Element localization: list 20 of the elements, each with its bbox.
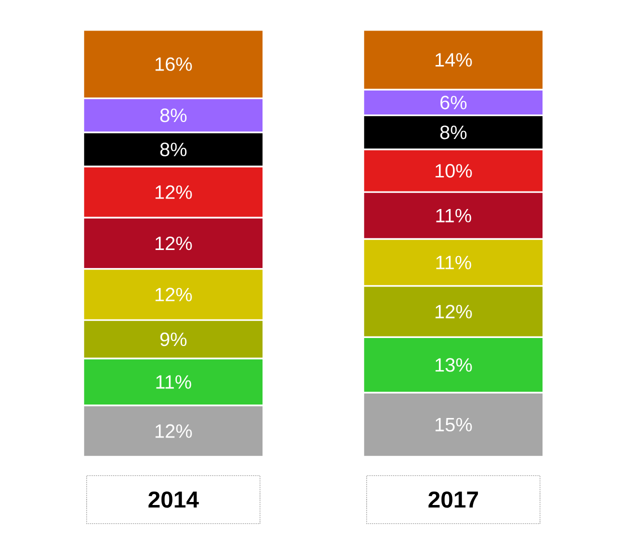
data-label: 16% xyxy=(156,57,192,71)
data-label: 12% xyxy=(156,236,192,250)
data-label: 11% xyxy=(436,256,472,270)
data-label: 14% xyxy=(436,53,472,67)
data-label: 15% xyxy=(436,418,472,432)
data-label: 11% xyxy=(156,375,192,389)
data-label: 11% xyxy=(436,208,472,222)
data-label: 8% xyxy=(160,142,187,156)
x-tick-label: 2017 xyxy=(428,491,478,508)
data-label: 10% xyxy=(436,164,472,178)
data-label: 6% xyxy=(440,96,467,110)
data-label: 8% xyxy=(160,108,187,122)
data-label: 8% xyxy=(440,126,467,140)
data-label: 12% xyxy=(156,288,192,302)
data-label: 12% xyxy=(436,304,472,318)
x-tick-label: 2014 xyxy=(148,491,199,508)
data-label: 9% xyxy=(160,332,187,346)
data-label: 13% xyxy=(436,358,472,372)
data-label: 12% xyxy=(156,424,192,438)
data-label: 12% xyxy=(156,185,192,199)
